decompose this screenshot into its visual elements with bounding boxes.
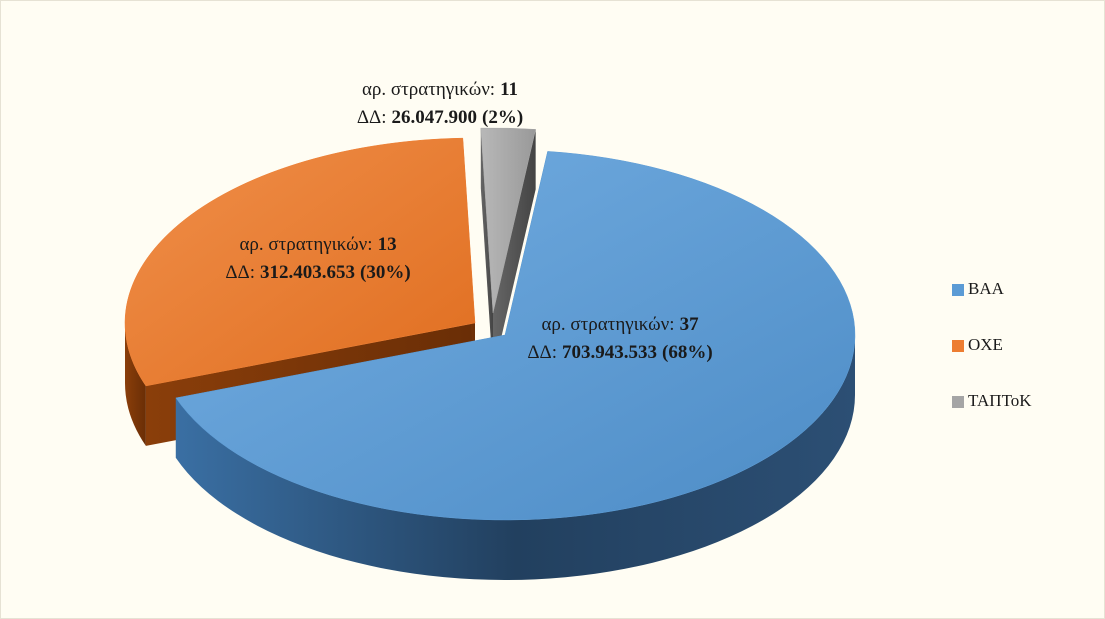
count-value: 37	[680, 314, 700, 335]
count-value: 13	[378, 234, 397, 255]
pie-slice	[175, 151, 856, 521]
count-label: αρ. στρατηγικών:	[541, 314, 674, 335]
count-label: αρ. στρατηγικών:	[239, 234, 372, 255]
legend-label: ΒΑΑ	[968, 279, 1005, 298]
data-label: ΔΔ: 312.403.653 (30%)	[225, 262, 410, 283]
slice-side	[175, 335, 855, 580]
legend-swatch	[952, 284, 964, 296]
legend-swatch	[952, 340, 964, 352]
count-value: 11	[500, 79, 518, 100]
value-prefix: ΔΔ:	[527, 342, 557, 363]
slice-cut-face	[493, 129, 536, 373]
value-prefix: ΔΔ:	[357, 107, 387, 128]
pie-slice	[480, 127, 536, 314]
data-label: ΔΔ: 26.047.900 (2%)	[357, 107, 523, 128]
value-prefix: ΔΔ:	[225, 262, 255, 283]
data-label: αρ. στρατηγικών: 11	[362, 79, 518, 100]
value-label: 703.943.533	[562, 342, 657, 363]
count-label: αρ. στρατηγικών:	[362, 79, 495, 100]
pie-slice	[124, 137, 476, 387]
share-label: (68%)	[662, 342, 713, 363]
legend-label: ΤΑΠΤοΚ	[968, 391, 1032, 410]
pie-tops	[124, 127, 856, 521]
legend-swatch	[952, 396, 964, 408]
data-label: αρ. στρατηγικών: 13	[239, 234, 396, 255]
data-label: αρ. στρατηγικών: 37	[541, 314, 699, 335]
share-label: (2%)	[482, 107, 523, 128]
share-label: (30%)	[360, 262, 411, 283]
slice-cut-face	[480, 128, 493, 373]
slice-side	[125, 323, 146, 446]
data-label: ΔΔ: 703.943.533 (68%)	[527, 342, 712, 363]
legend-label: ΟΧΕ	[968, 335, 1003, 354]
value-label: 26.047.900	[392, 107, 478, 128]
value-label: 312.403.653	[260, 262, 355, 283]
